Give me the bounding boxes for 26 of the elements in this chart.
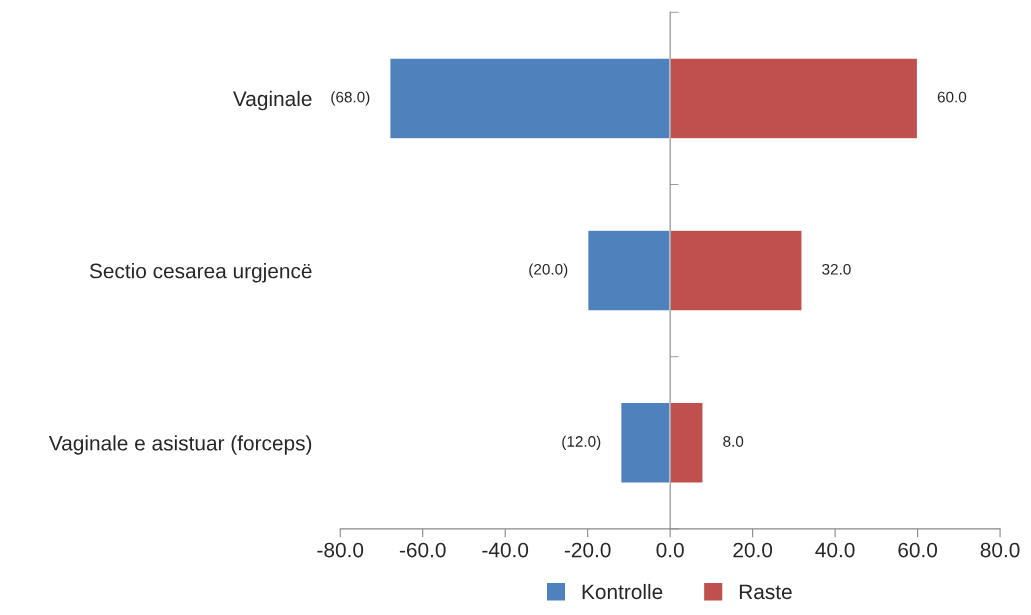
data-label: 60.0 <box>937 91 967 103</box>
data-label: 32.0 <box>822 263 851 275</box>
bar <box>669 229 803 312</box>
bar <box>586 229 671 312</box>
bar <box>389 57 671 140</box>
data-label: (20.0) <box>529 263 568 278</box>
bar <box>619 401 671 484</box>
y-tick-label: Vaginale e asistuar (forceps) <box>48 435 312 455</box>
bar <box>669 57 919 140</box>
data-label: (68.0) <box>331 91 370 106</box>
legend-label: Raste <box>739 584 792 600</box>
y-tick-label: Vaginale <box>233 90 312 111</box>
x-tick-label: 60.0 <box>898 542 938 558</box>
x-tick-label: -80.0 <box>317 542 364 558</box>
bar <box>669 401 704 484</box>
x-tick-label: -60.0 <box>399 542 446 558</box>
x-tick-label: 40.0 <box>815 542 855 558</box>
x-tick-label: 20.0 <box>733 542 773 558</box>
data-label: (12.0) <box>562 435 601 450</box>
x-tick-label: -20.0 <box>564 542 611 558</box>
data-label: 8.0 <box>723 436 744 447</box>
x-tick-label: 80.0 <box>980 542 1020 558</box>
legend-label: Kontrolle <box>582 583 663 600</box>
y-tick-label: Sectio cesarea urgjencë <box>89 263 312 283</box>
x-tick-label: -40.0 <box>482 542 529 558</box>
x-tick-label: 0.0 <box>656 542 684 558</box>
